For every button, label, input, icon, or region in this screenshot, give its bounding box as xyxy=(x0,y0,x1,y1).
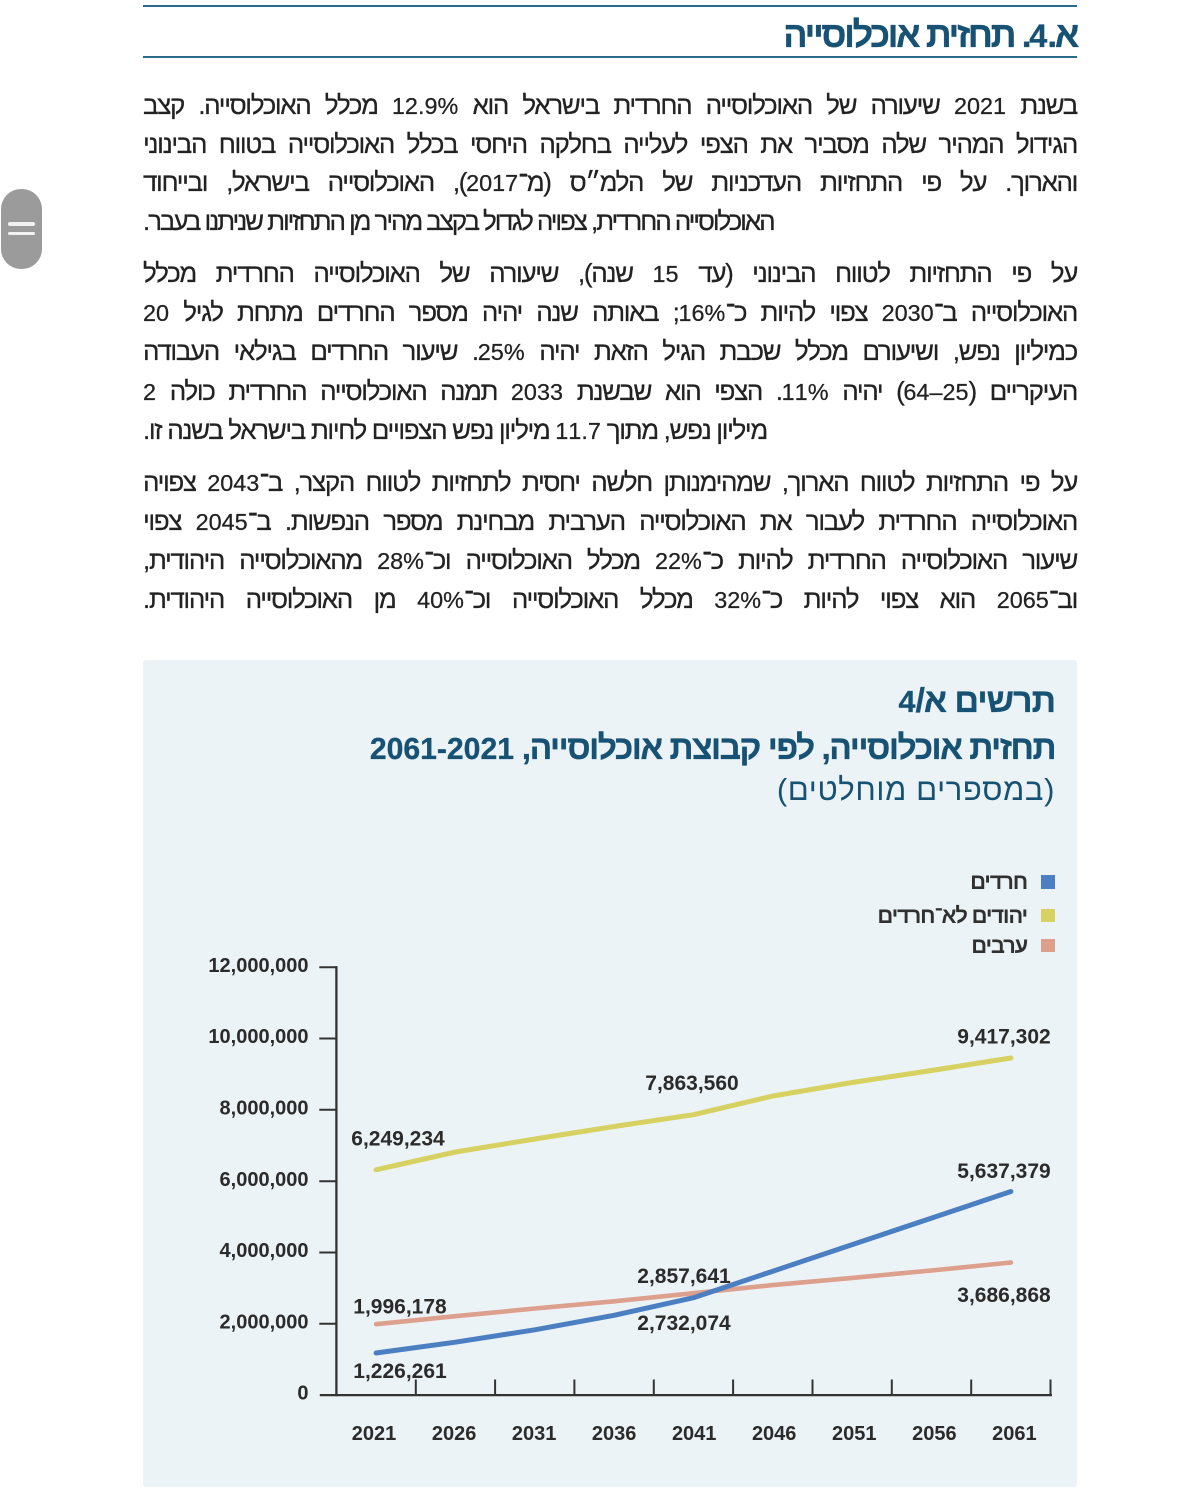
svg-text:12,000,000: 12,000,000 xyxy=(208,955,308,977)
svg-text:2026: 2026 xyxy=(432,1423,477,1445)
svg-text:3,686,868: 3,686,868 xyxy=(957,1284,1051,1307)
svg-text:2,857,641: 2,857,641 xyxy=(637,1265,731,1288)
svg-text:6,000,000: 6,000,000 xyxy=(220,1169,309,1191)
svg-text:2041: 2041 xyxy=(672,1423,717,1445)
svg-text:2051: 2051 xyxy=(832,1423,877,1445)
svg-text:7,863,560: 7,863,560 xyxy=(645,1072,738,1095)
svg-text:2,732,074: 2,732,074 xyxy=(637,1312,731,1335)
svg-text:2056: 2056 xyxy=(912,1423,957,1445)
svg-text:2031: 2031 xyxy=(512,1423,557,1445)
svg-text:5,637,379: 5,637,379 xyxy=(957,1160,1050,1183)
svg-text:8,000,000: 8,000,000 xyxy=(220,1097,309,1119)
svg-text:2061: 2061 xyxy=(992,1423,1037,1445)
svg-text:2046: 2046 xyxy=(752,1423,797,1445)
svg-text:9,417,302: 9,417,302 xyxy=(957,1026,1050,1049)
svg-text:0: 0 xyxy=(297,1383,308,1405)
svg-text:2021: 2021 xyxy=(352,1423,397,1445)
svg-text:2,000,000: 2,000,000 xyxy=(220,1311,309,1333)
svg-text:1,996,178: 1,996,178 xyxy=(353,1296,447,1319)
svg-text:6,249,234: 6,249,234 xyxy=(351,1128,445,1151)
svg-text:10,000,000: 10,000,000 xyxy=(208,1026,308,1048)
svg-text:4,000,000: 4,000,000 xyxy=(220,1240,309,1262)
svg-text:1,226,261: 1,226,261 xyxy=(353,1360,447,1383)
svg-text:2036: 2036 xyxy=(592,1423,637,1445)
